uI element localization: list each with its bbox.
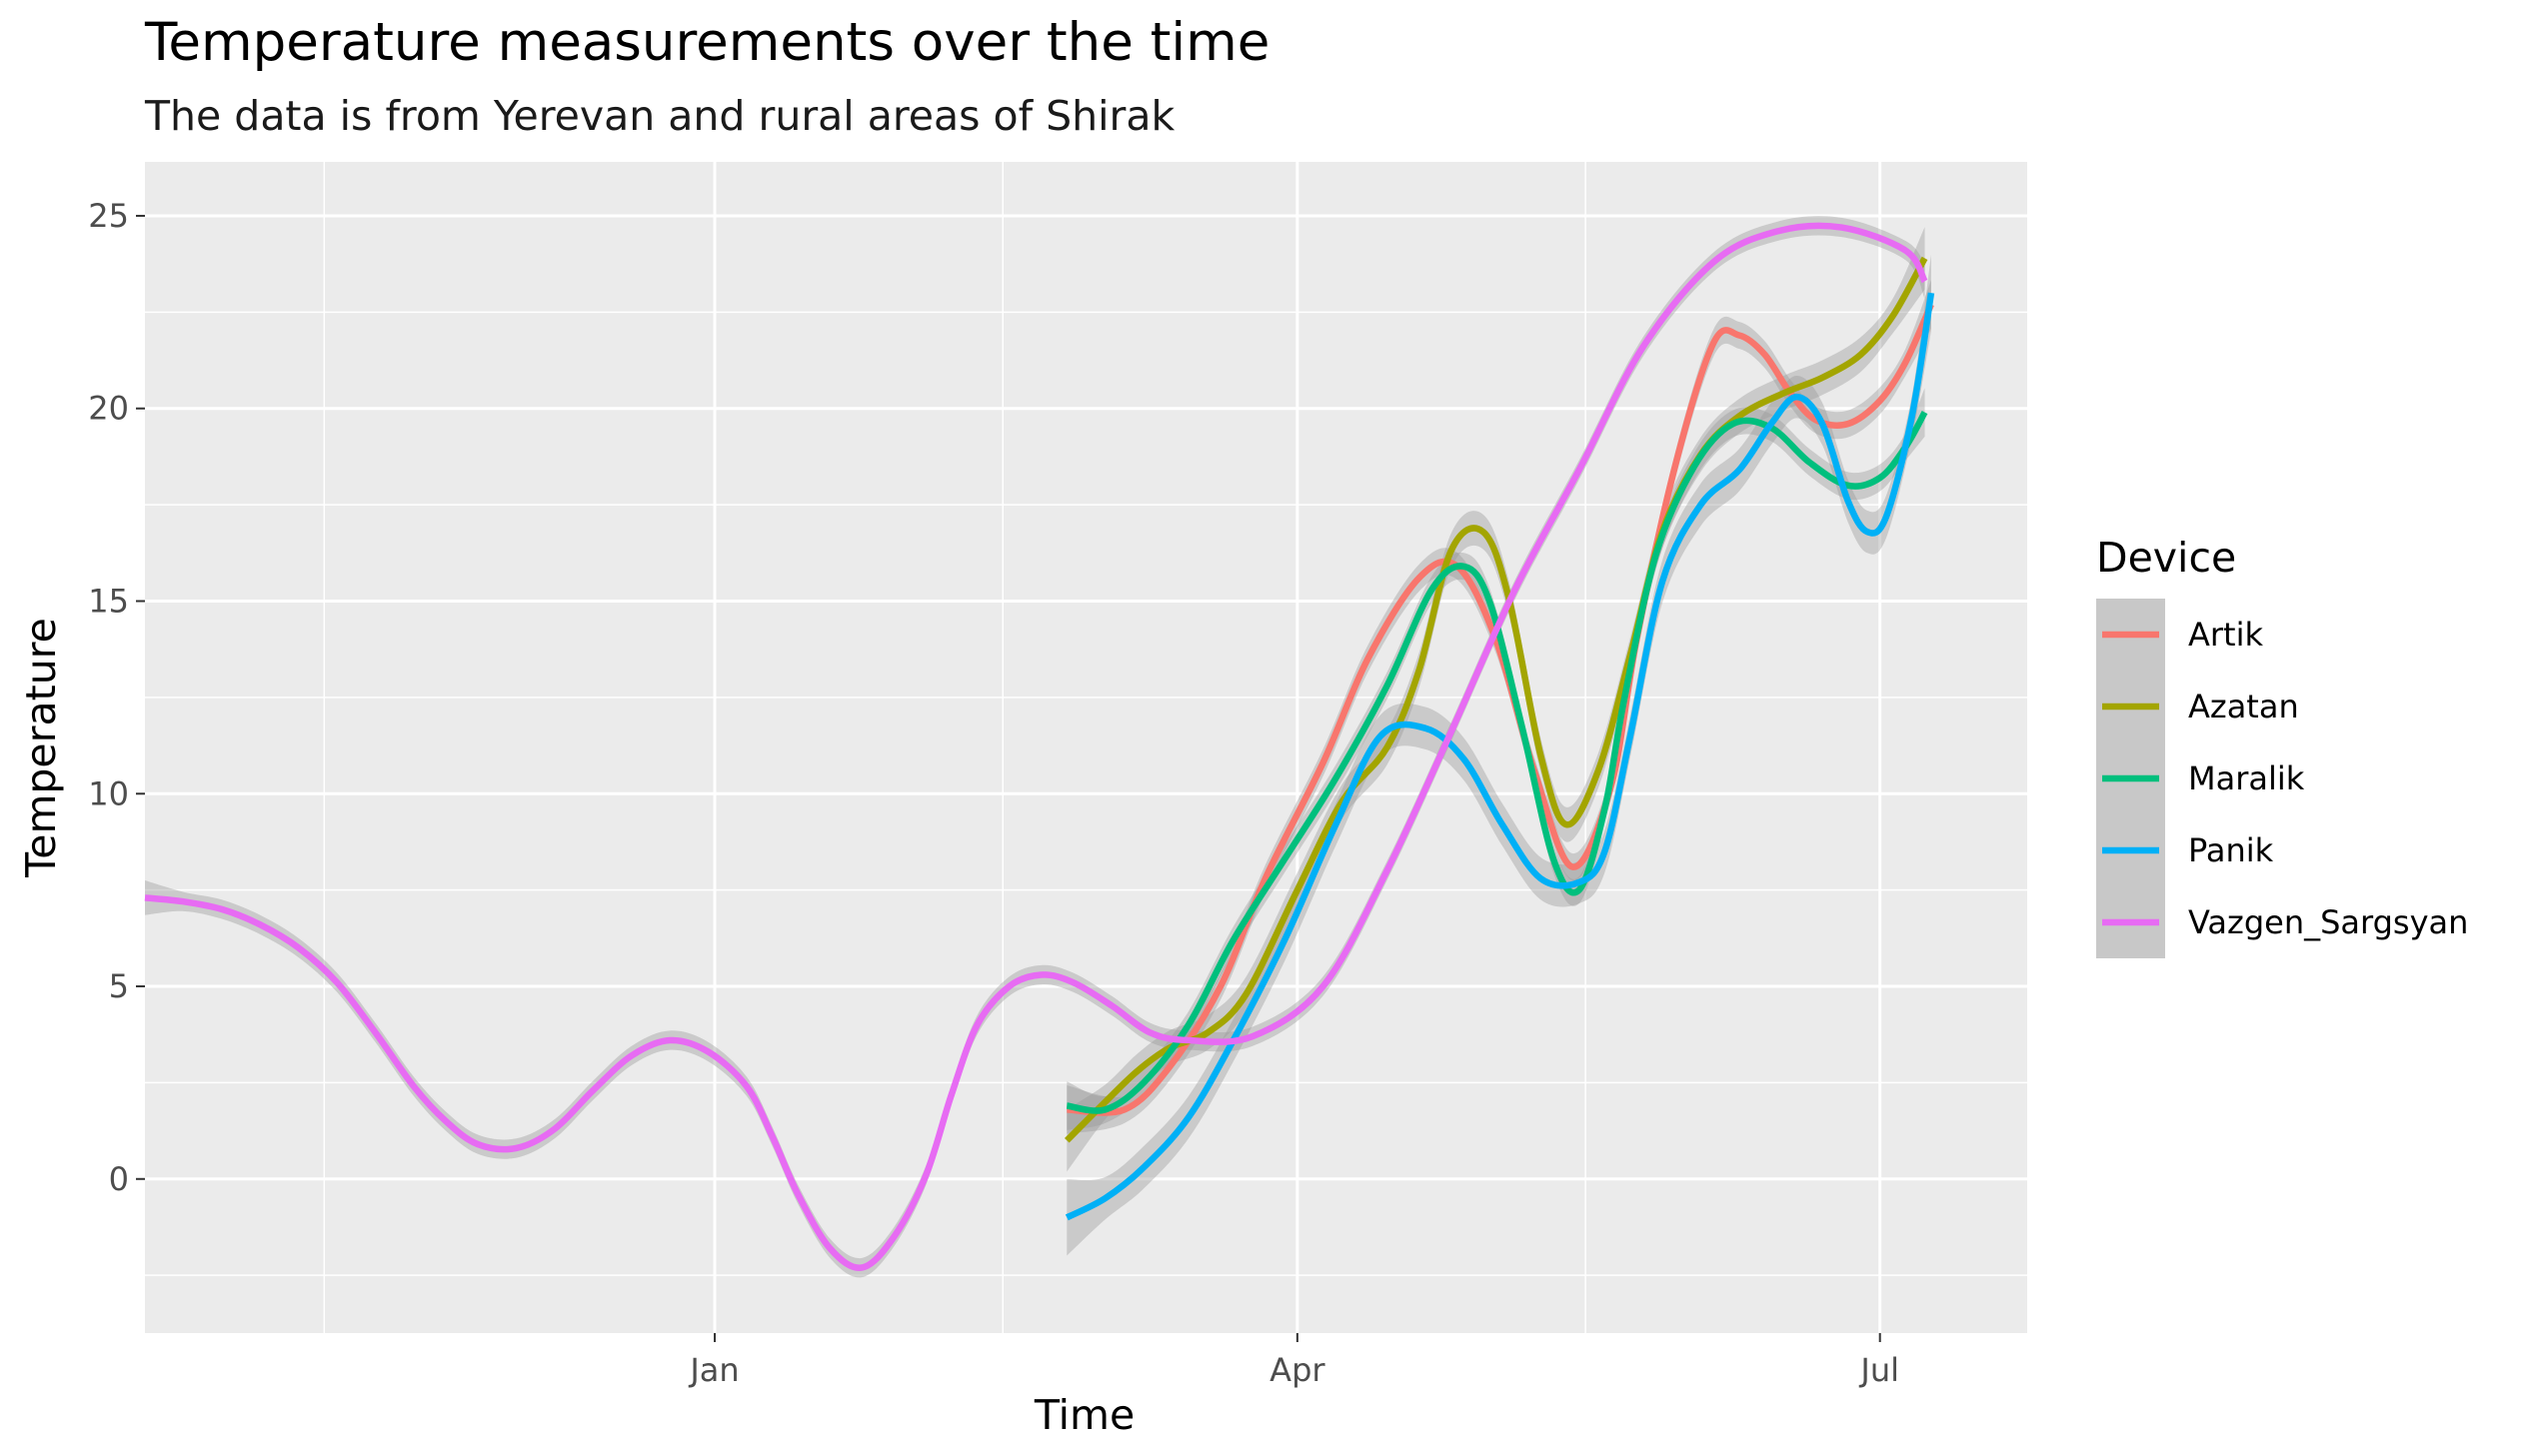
band-panik [1067,254,1931,1256]
legend-label-azatan: Azatan [2188,688,2299,726]
confidence-bands [145,216,1931,1278]
legend-label-artik: Artik [2188,616,2263,654]
legend: Device Artik Azatan Maralik Panik Vazgen_Sar… [2096,534,2468,958]
band-azatan [1067,227,1925,1172]
x-tick-label-2: Jul [1858,1351,1899,1389]
y-tick-label-5: 25 [88,197,129,235]
y-tick-label-2: 10 [88,774,129,812]
y-tick-label-0: 0 [109,1160,129,1198]
series-line-azatan [1064,256,1928,1143]
x-tick-label-1: Apr [1270,1351,1325,1389]
series-line-maralik [1066,411,1928,1114]
x-axis: Jan Apr Jul [688,1333,1899,1389]
plot-panel [145,162,2027,1333]
y-tick-label-1: 5 [109,967,129,1005]
legend-label-panik: Panik [2188,831,2274,869]
legend-label-maralik: Maralik [2188,759,2305,797]
legend-label-vazgen-sargsyan: Vazgen_Sargsyan [2188,903,2468,941]
y-axis-title: Temperature [17,618,65,878]
series-line-artik [1067,303,1934,1116]
y-tick-label-3: 15 [88,583,129,621]
chart-title: Temperature measurements over the time [144,12,1270,73]
series-lines [144,222,1935,1271]
series-line-panik [1065,292,1935,1221]
y-tick-label-4: 20 [88,390,129,428]
x-tick-label-0: Jan [688,1351,739,1389]
x-axis-title: Time [1034,1391,1135,1439]
chart-subtitle: The data is from Yerevan and rural areas… [144,92,1175,140]
y-axis: 0 5 10 15 20 25 [88,197,145,1198]
series-line-vazgen-sargsyan [144,222,1928,1271]
legend-title: Device [2096,534,2236,582]
grid-minor [145,162,2027,1333]
